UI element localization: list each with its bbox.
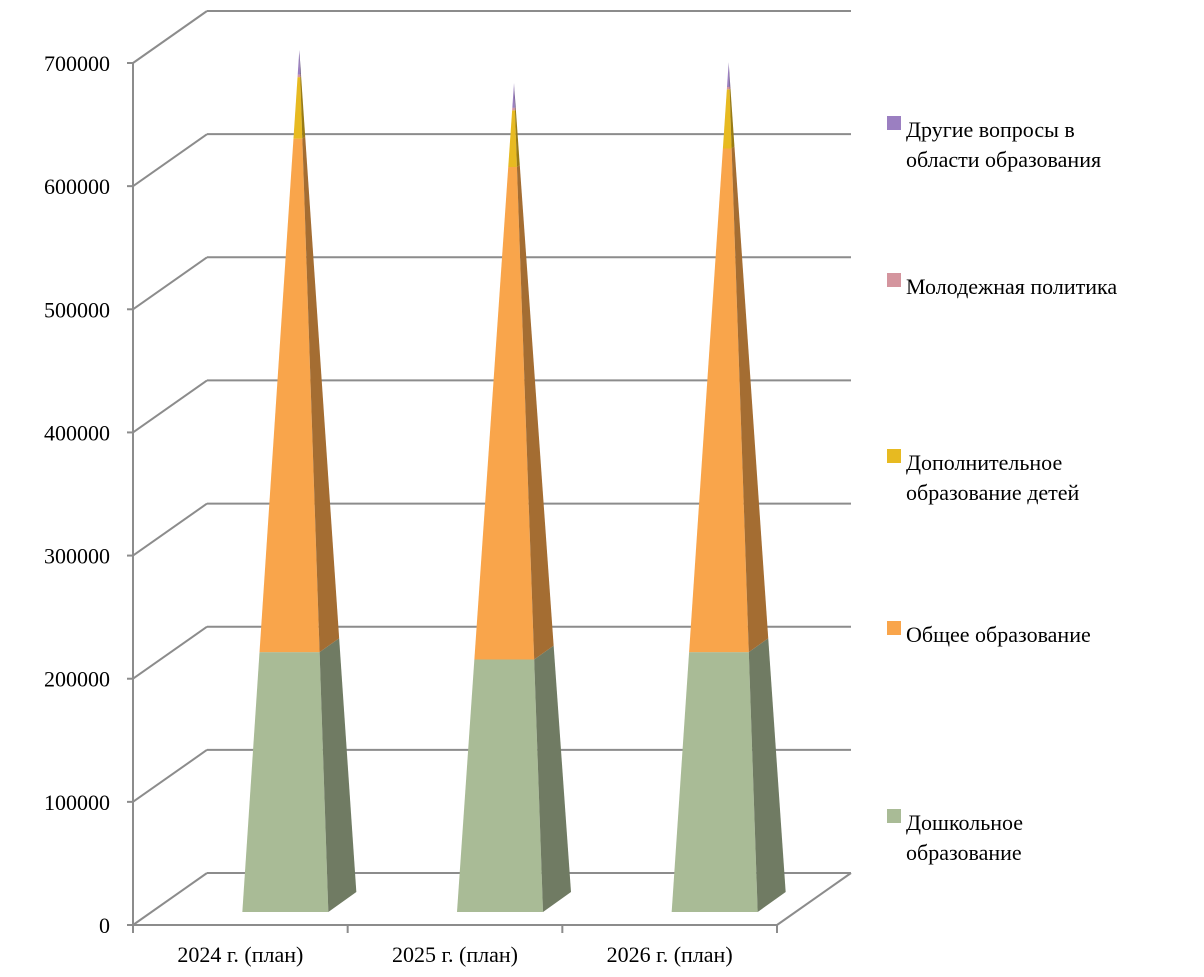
pyramid-segment-front bbox=[293, 77, 303, 139]
y-tick-label: 400000 bbox=[44, 420, 110, 445]
pyramid-segment-side bbox=[514, 109, 520, 167]
gridline-wall bbox=[132, 872, 208, 926]
gridline-wall bbox=[132, 133, 208, 187]
legend-label: Молодежная политика bbox=[906, 274, 1117, 299]
gridline-wall bbox=[132, 749, 208, 803]
pyramid-segment-side bbox=[299, 50, 301, 75]
legend-label: Дошкольное bbox=[906, 810, 1023, 835]
y-tick-label: 0 bbox=[99, 913, 110, 938]
legend-item: Дополнительное образование детей bbox=[887, 449, 1080, 505]
pyramid-segment-side bbox=[729, 86, 731, 90]
pyramid-segment-front bbox=[242, 652, 329, 912]
pyramid-segment-front bbox=[726, 86, 730, 90]
pyramid-segment-side bbox=[300, 74, 302, 78]
pyramid-segment-side bbox=[300, 76, 306, 139]
y-tick-label: 200000 bbox=[44, 667, 110, 692]
legend-label: образование bbox=[906, 840, 1022, 865]
pyramid-segment-front bbox=[457, 659, 543, 912]
pyramid-1 bbox=[457, 83, 571, 912]
y-tick-label: 600000 bbox=[44, 174, 110, 199]
pyramid-segment-front bbox=[671, 652, 758, 912]
legend-label: Дополнительное bbox=[906, 450, 1062, 475]
pyramid-segment-side bbox=[748, 638, 786, 912]
legend-label: образование детей bbox=[906, 480, 1080, 505]
pyramid-segment-side bbox=[729, 88, 735, 149]
y-tick-label: 500000 bbox=[44, 297, 110, 322]
pyramid-segment-side bbox=[319, 638, 357, 912]
pyramid-segment-side bbox=[302, 136, 340, 653]
pyramid-2 bbox=[671, 62, 786, 912]
pyramid-segment-side bbox=[516, 164, 554, 660]
legend-item: Общее образование bbox=[887, 621, 1091, 647]
pyramid-segment-side bbox=[514, 107, 516, 111]
legend-swatch bbox=[887, 621, 901, 635]
legend-label: Общее образование bbox=[906, 622, 1091, 647]
pyramids bbox=[242, 50, 786, 912]
pyramid-segment-side bbox=[731, 146, 769, 653]
gridline-wall bbox=[132, 256, 208, 311]
gridline-wall bbox=[132, 625, 208, 680]
x-tick-label: 2024 г. (план) bbox=[177, 942, 303, 967]
y-tick-label: 100000 bbox=[44, 790, 110, 815]
gridline-wall bbox=[132, 10, 208, 64]
pyramid-segment-front bbox=[722, 89, 732, 149]
pyramid-segment-front bbox=[508, 110, 517, 167]
legend-swatch bbox=[887, 809, 901, 823]
tick-labels: 0 100000 200000 300000 400000 500000 600000 700… bbox=[44, 51, 733, 967]
pyramid-segment-side bbox=[514, 83, 516, 108]
pyramid-segment-side bbox=[534, 645, 571, 912]
legend-label: Другие вопросы в bbox=[906, 117, 1075, 142]
gridline-wall bbox=[132, 379, 208, 434]
axes bbox=[127, 62, 852, 933]
x-tick-label: 2026 г. (план) bbox=[607, 942, 733, 967]
pyramid-segment-front bbox=[297, 74, 301, 78]
legend-swatch bbox=[887, 449, 901, 463]
pyramid-segment-front bbox=[474, 166, 535, 660]
legend-item: Другие вопросы в области образования bbox=[887, 116, 1101, 172]
pyramid-segment-front bbox=[297, 50, 301, 75]
legend-swatch bbox=[887, 116, 901, 130]
pyramid-segment-front bbox=[259, 138, 320, 653]
pyramid-segment-front bbox=[512, 83, 515, 108]
gridline-wall bbox=[132, 502, 208, 557]
legend: Другие вопросы в области образования Молод… bbox=[887, 116, 1117, 865]
legend-swatch bbox=[887, 273, 901, 287]
x-tick-label: 2025 г. (план) bbox=[392, 942, 518, 967]
y-tick-label: 700000 bbox=[44, 51, 110, 76]
legend-item: Молодежная политика bbox=[887, 273, 1117, 299]
legend-item: Дошкольное образование bbox=[887, 809, 1023, 865]
pyramid-0 bbox=[242, 50, 357, 912]
y-tick-label: 300000 bbox=[44, 544, 110, 569]
legend-label: области образования bbox=[906, 147, 1101, 172]
pyramid-segment-front bbox=[689, 148, 749, 653]
pyramid-segment-front bbox=[512, 107, 515, 111]
pyramid-segment-front bbox=[727, 62, 730, 87]
floor-right-edge bbox=[776, 872, 852, 926]
pyramid-segment-side bbox=[728, 62, 731, 87]
